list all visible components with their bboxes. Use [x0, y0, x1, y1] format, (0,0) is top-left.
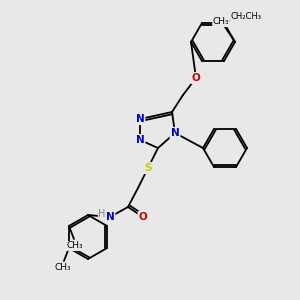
Text: CH₂CH₃: CH₂CH₃ — [230, 12, 262, 21]
Text: N: N — [136, 114, 144, 124]
Text: N: N — [171, 128, 179, 138]
Text: N: N — [136, 135, 144, 145]
Text: H: H — [98, 209, 106, 219]
Text: S: S — [144, 163, 152, 173]
Text: CH₃: CH₃ — [67, 242, 83, 250]
Text: O: O — [139, 212, 147, 222]
Text: O: O — [192, 73, 200, 83]
Text: CH₃: CH₃ — [213, 17, 229, 26]
Text: N: N — [106, 212, 114, 222]
Text: CH₃: CH₃ — [55, 263, 71, 272]
